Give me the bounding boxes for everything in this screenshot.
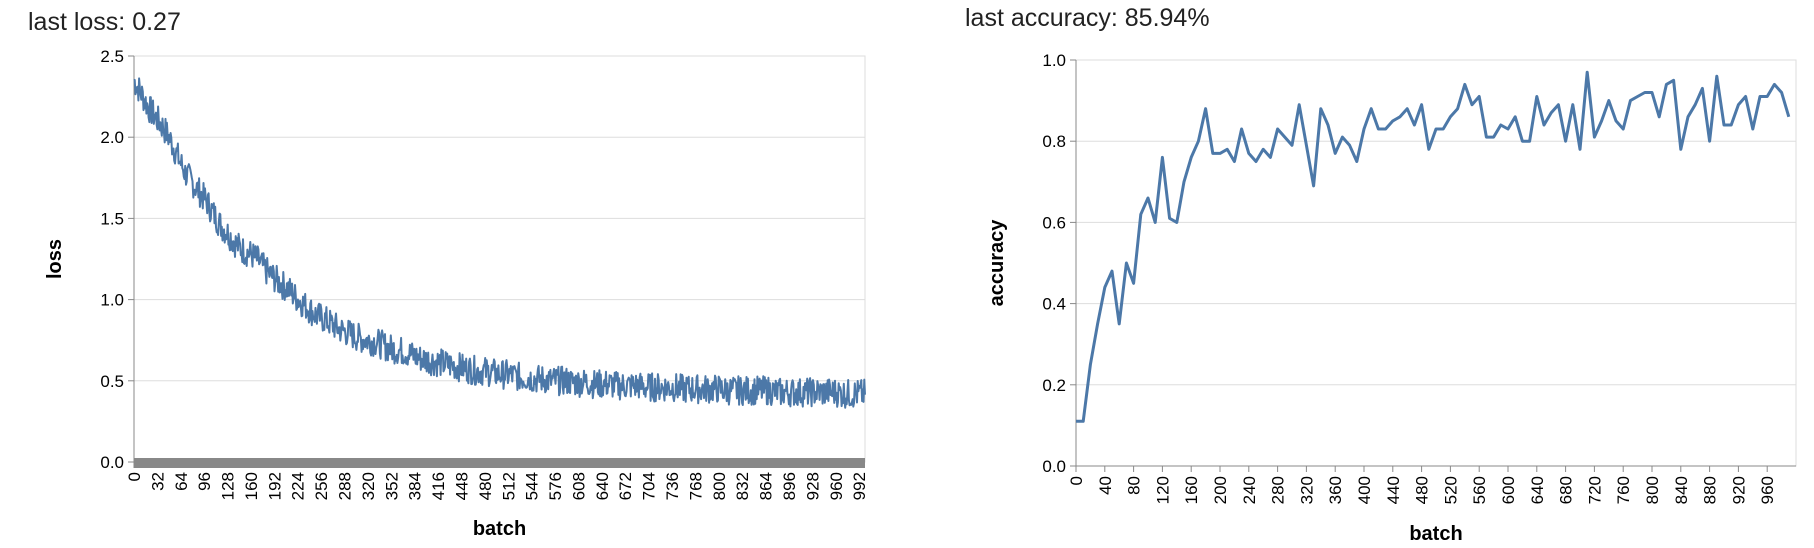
x-tick-label: 760 [1614,476,1633,504]
loss-panel: last loss: 0.27 0.0 0.5 1.0 1.5 2.0 2.5 0 32 64 9… [0,0,900,548]
x-tick-label: 352 [382,472,401,500]
x-tick-label: 864 [757,472,776,500]
x-axis-title: batch [473,518,526,540]
x-tick-label: 480 [1413,476,1432,504]
x-tick-label: 160 [242,472,261,500]
x-axis-title: batch [1409,523,1462,545]
y-tick-label: 0.0 [100,453,124,472]
y-tick-label: 1.5 [100,209,124,228]
x-tick-label: 960 [827,472,846,500]
x-tick-label: 640 [1528,476,1547,504]
x-tick-label: 880 [1701,476,1720,504]
x-tick-label: 800 [1643,476,1662,504]
x-tick-label: 400 [1355,476,1374,504]
x-tick-label: 680 [1557,476,1576,504]
x-tick-label: 640 [593,472,612,500]
x-tick-label: 896 [780,472,799,500]
x-tick-label: 0 [1067,476,1086,485]
y-tick-label: 0.2 [1042,376,1066,395]
x-tick-label: 800 [710,472,729,500]
x-tick-label: 200 [1211,476,1230,504]
x-tick-label: 320 [1297,476,1316,504]
x-tick-label: 256 [312,472,331,500]
x-tick-label: 720 [1585,476,1604,504]
x-tick-label: 96 [195,472,214,491]
x-tick-label: 672 [616,472,635,500]
loss-chart: 0.0 0.5 1.0 1.5 2.0 2.5 0 32 64 96 128 160 192 224 256… [44,47,869,540]
x-tick-label: 480 [476,472,495,500]
accuracy-headline: last accuracy: 85.94% [965,4,1210,32]
y-tick-label: 0.6 [1042,213,1066,232]
y-tick-label: 2.0 [100,128,124,147]
x-tick-label: 128 [219,472,238,500]
loss-headline: last loss: 0.27 [28,8,181,36]
y-tick-label: 0.0 [1042,457,1066,476]
y-axis-title: accuracy [986,219,1008,307]
x-tick-label: 288 [336,472,355,500]
x-tick-label: 64 [172,472,191,491]
x-tick-label: 928 [803,472,822,500]
x-tick-label: 160 [1182,476,1201,504]
y-tick-label: 0.8 [1042,132,1066,151]
y-tick-label: 0.5 [100,372,124,391]
x-tick-label: 704 [640,472,659,500]
x-tick-label: 840 [1672,476,1691,504]
y-tick-label: 1.0 [1042,51,1066,70]
y-tick-label: 1.0 [100,291,124,310]
series-line [133,77,866,409]
x-tick-label: 416 [429,472,448,500]
x-tick-label: 448 [452,472,471,500]
x-tick-label: 832 [733,472,752,500]
x-tick-label: 512 [499,472,518,500]
x-tick-label: 736 [663,472,682,500]
x-tick-label: 600 [1499,476,1518,504]
x-tick-label: 560 [1470,476,1489,504]
x-tick-label: 280 [1269,476,1288,504]
x-tick-label: 224 [289,472,308,500]
x-tick-label: 520 [1441,476,1460,504]
x-tick-label: 192 [265,472,284,500]
y-tick-label: 0.4 [1042,295,1066,314]
x-tick-label: 384 [406,472,425,500]
x-tick-label: 240 [1240,476,1259,504]
y-tick-label: 2.5 [100,47,124,66]
x-tick-label: 80 [1125,476,1144,495]
x-tick-label: 360 [1326,476,1345,504]
x-tick-label: 32 [148,472,167,491]
x-tick-label: 920 [1729,476,1748,504]
x-tick-label: 768 [686,472,705,500]
x-tick-label: 40 [1096,476,1115,495]
x-axis-band [134,458,865,468]
series-line [1076,70,1791,423]
accuracy-panel: last accuracy: 85.94% 0.0 0.2 0.4 0.6 0.8 1.0… [940,0,1814,548]
x-tick-label: 608 [569,472,588,500]
x-tick-label: 120 [1153,476,1172,504]
accuracy-chart: 0.0 0.2 0.4 0.6 0.8 1.0 0 40 80 120 160 200 240 280 32… [986,51,1797,545]
x-tick-label: 440 [1384,476,1403,504]
x-tick-label: 960 [1758,476,1777,504]
x-tick-label: 544 [523,472,542,500]
x-tick-label: 320 [359,472,378,500]
x-tick-label: 0 [125,472,144,481]
y-axis-title: loss [44,239,66,279]
x-tick-label: 992 [850,472,869,500]
x-tick-label: 576 [546,472,565,500]
